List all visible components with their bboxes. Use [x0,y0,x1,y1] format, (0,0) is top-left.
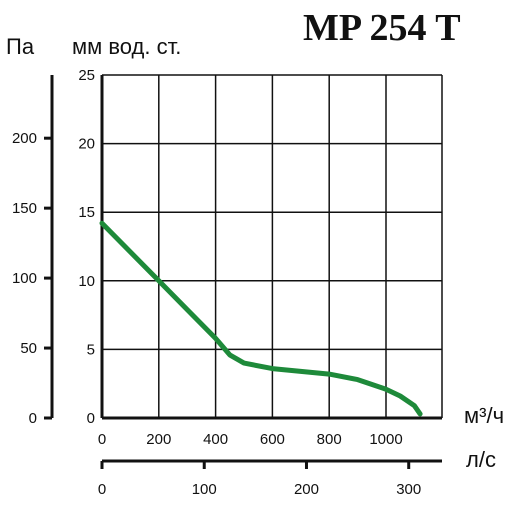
airflow-m3h-tick-label: 600 [260,431,285,448]
series-layer [99,220,423,417]
left-unit-labels: Па мм вод. ст. [6,34,181,59]
pa-tick-label: 100 [12,270,37,287]
mm-water-tick-label: 10 [78,273,95,290]
airflow-m3h-tick-label: 800 [317,431,342,448]
axes-layer [44,75,442,469]
mm-water-tick-label: 25 [78,67,95,84]
mm-water-tick-label: 0 [87,410,95,427]
mm-water-tick-label: 20 [78,136,95,153]
x-unit-labels: м³/ч л/с [464,403,504,472]
ls-tick-label: 100 [192,481,217,498]
airflow-m3h-unit-label: м³/ч [464,403,504,428]
performance-curve [99,220,423,417]
mm-water-tick-label: 5 [87,341,95,358]
airflow-ls-unit-label: л/с [466,447,496,472]
pa-tick-label: 200 [12,130,37,147]
airflow-m3h-tick-label: 1000 [369,431,402,448]
chart-title: MP 254 T [303,7,461,49]
airflow-m3h-tick-label: 0 [98,431,106,448]
mm-water-unit-label: мм вод. ст. [72,34,181,59]
ls-tick-label: 0 [98,481,106,498]
ls-tick-label: 200 [294,481,319,498]
pa-tick-label: 150 [12,200,37,217]
mm-water-tick-label: 15 [78,204,95,221]
airflow-m3h-tick-label: 400 [203,431,228,448]
ls-tick-label: 300 [396,481,421,498]
pa-tick-label: 0 [29,410,37,427]
pa-unit-label: Па [6,34,35,59]
title-group: MP 254 T [303,7,461,49]
ticks-layer: 0 5 10 15 20 25 0 200 400 600 800 1000 0 50 100 150 200 0… [12,67,421,498]
airflow-m3h-tick-label: 200 [146,431,171,448]
pa-tick-label: 50 [20,340,37,357]
